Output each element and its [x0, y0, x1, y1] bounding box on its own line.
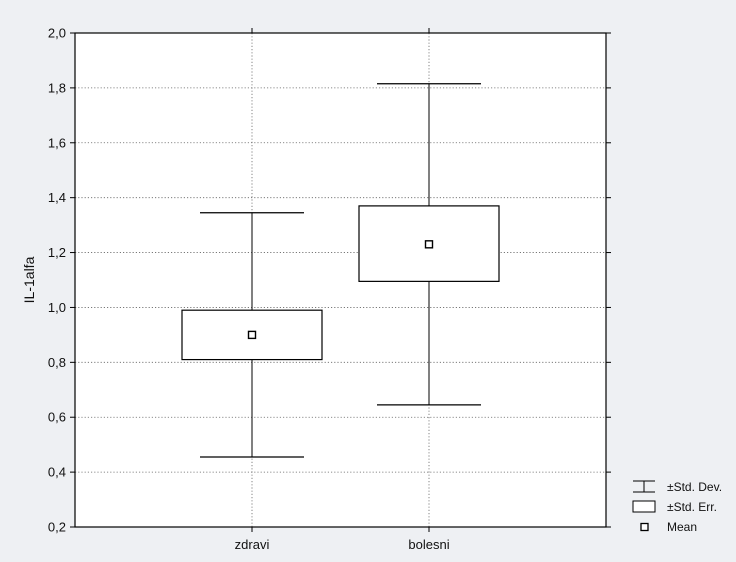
y-tick-label: 1,0: [48, 300, 66, 315]
legend-label: ±Std. Err.: [667, 500, 717, 514]
y-tick-label: 1,4: [48, 190, 66, 205]
y-tick-label: 0,2: [48, 520, 66, 535]
x-tick-label: bolesni: [408, 537, 449, 552]
mean-marker: [247, 330, 257, 340]
x-tick-label: zdravi: [235, 537, 270, 552]
box-group-zdravi: [181, 212, 323, 458]
legend-label: ±Std. Dev.: [667, 480, 722, 494]
marks-layer: [181, 83, 500, 458]
plot-area: [75, 33, 606, 527]
grid-layer: [75, 33, 606, 527]
y-tick-label: 0,4: [48, 465, 66, 480]
axes-layer: 0,2 0,4 0,6 0,8 1,0 1,2 1,4 1,6 1,8 2,0 zdravi bole…: [48, 26, 611, 552]
legend-box-icon: [632, 500, 656, 513]
legend-item: ±Std. Err.: [632, 500, 717, 514]
legend-item: ±Std. Dev.: [633, 480, 722, 494]
y-tick-label: 1,2: [48, 245, 66, 260]
legend-item: Mean: [640, 520, 697, 534]
box-group-bolesni: [358, 83, 500, 406]
plot-frame: [74, 32, 607, 528]
legend-label: Mean: [667, 520, 697, 534]
y-tick-label: 0,6: [48, 410, 66, 425]
y-tick-label: 1,8: [48, 80, 66, 95]
y-tick-label: 1,6: [48, 135, 66, 150]
mean-marker: [424, 240, 434, 249]
y-tick-label: 0,8: [48, 355, 66, 370]
legend-mean-icon: [640, 522, 649, 532]
y-axis-title: IL-1alfa: [21, 256, 37, 303]
legend: ±Std. Dev. ±Std. Err. Mean: [632, 480, 722, 534]
y-tick-label: 2,0: [48, 26, 66, 41]
